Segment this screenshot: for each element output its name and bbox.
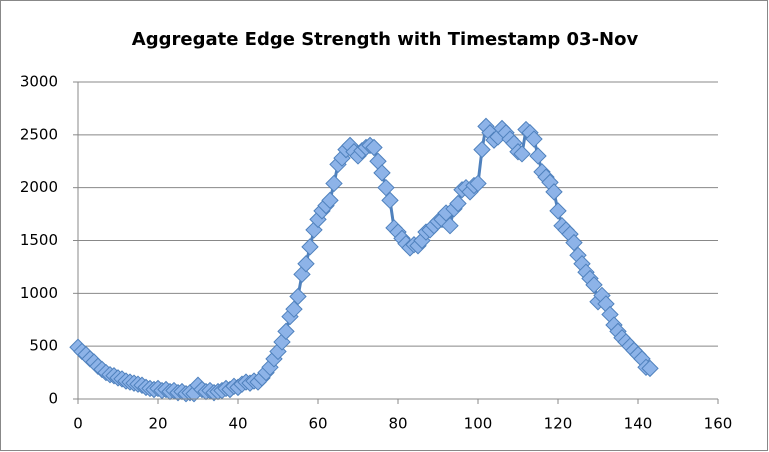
data-point	[473, 140, 491, 159]
y-tick-label: 2500	[20, 125, 58, 143]
data-point	[529, 147, 547, 165]
data-point	[549, 202, 567, 220]
data-point	[469, 174, 487, 193]
chart-title: Aggregate Edge Strength with Timestamp 0…	[132, 29, 639, 50]
data-point	[373, 164, 391, 182]
y-tick-label: 3000	[20, 73, 58, 91]
data-point	[365, 138, 383, 157]
data-point	[513, 145, 531, 163]
x-tick-label: 20	[148, 415, 167, 433]
data-point	[289, 287, 307, 306]
x-tick-label: 140	[624, 415, 653, 433]
y-tick-label: 1000	[20, 284, 58, 302]
data-point	[293, 265, 311, 284]
data-point	[449, 194, 467, 213]
data-point	[545, 183, 563, 201]
data-point	[525, 130, 543, 148]
data-point	[321, 191, 339, 210]
x-tick-label: 120	[544, 415, 573, 433]
data-point	[381, 191, 399, 210]
x-tick-label: 160	[704, 415, 733, 433]
data-point	[305, 221, 323, 239]
x-tick-label: 0	[73, 415, 83, 433]
data-point	[277, 322, 295, 341]
y-tick-label: 1500	[20, 231, 58, 249]
y-tick-label: 0	[48, 390, 58, 408]
data-point	[325, 174, 343, 193]
data-point	[585, 276, 603, 294]
x-tick-label: 40	[228, 415, 247, 433]
x-tick-label: 100	[464, 415, 493, 433]
y-tick-label: 2000	[20, 178, 58, 196]
data-point	[301, 238, 319, 256]
y-tick-label: 500	[29, 337, 58, 355]
x-tick-label: 60	[308, 415, 327, 433]
data-point	[441, 216, 459, 235]
data-point	[297, 255, 315, 273]
data-point	[285, 300, 303, 318]
x-tick-label: 80	[388, 415, 407, 433]
data-point	[641, 359, 659, 378]
